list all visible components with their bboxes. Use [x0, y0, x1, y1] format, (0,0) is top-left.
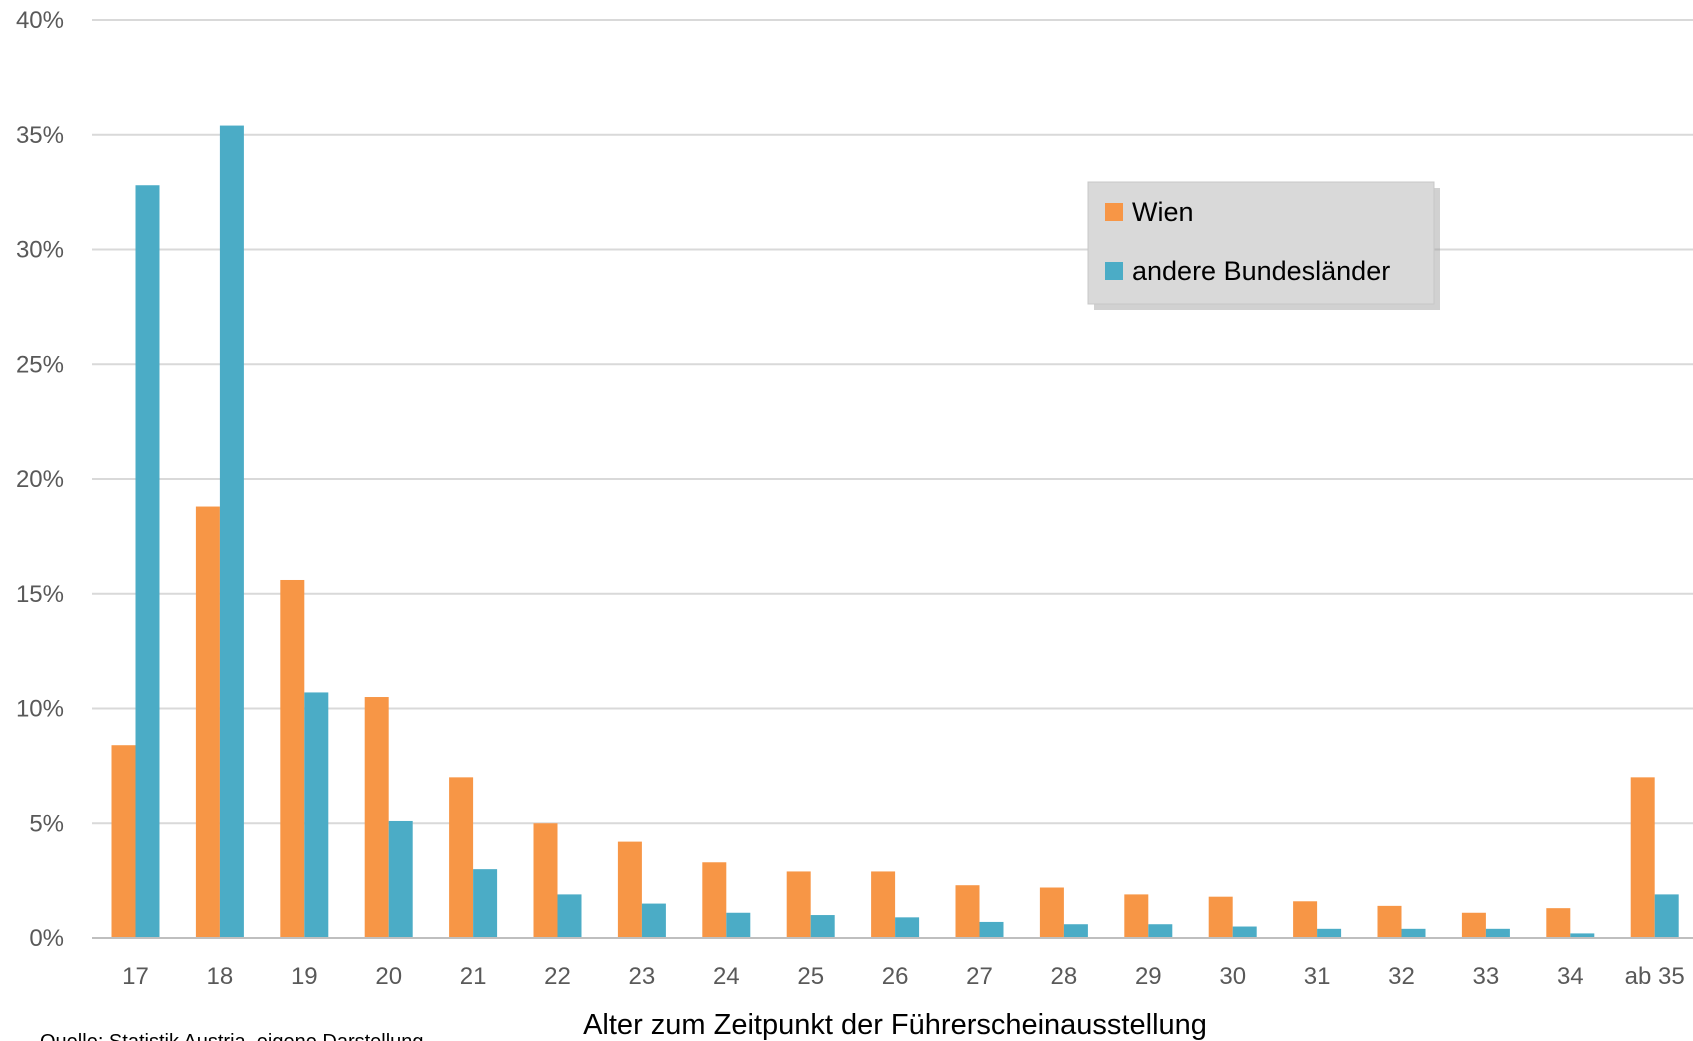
bar-wien-22 — [533, 823, 558, 938]
bars — [111, 125, 1679, 939]
bar-andere-bundeslaender-31 — [1317, 928, 1342, 938]
bar-andere-bundeslaender-17 — [135, 185, 160, 939]
legend-label-wien: Wien — [1132, 197, 1194, 227]
y-tick-label: 40% — [16, 7, 64, 34]
bar-andere-bundeslaender-19 — [304, 692, 329, 938]
y-tick-label: 10% — [16, 696, 64, 723]
bar-wien-30 — [1208, 896, 1233, 938]
x-tick-label: 17 — [122, 963, 149, 990]
x-tick-label: 23 — [629, 963, 656, 990]
bar-wien-19 — [280, 579, 305, 938]
x-tick-label: ab 35 — [1625, 963, 1685, 990]
bar-andere-bundeslaender-18 — [219, 125, 244, 938]
x-tick-label: 25 — [797, 963, 824, 990]
x-tick-label: 33 — [1473, 963, 1500, 990]
bar-wien-34 — [1546, 908, 1571, 938]
bar-andere-bundeslaender-ab-35 — [1654, 894, 1679, 938]
legend-swatch-wien — [1105, 203, 1123, 221]
x-axis-title: Alter zum Zeitpunkt der Führerscheinauss… — [583, 1009, 1207, 1041]
y-tick-label: 15% — [16, 581, 64, 608]
bar-wien-27 — [955, 885, 980, 938]
bar-andere-bundeslaender-26 — [895, 917, 920, 938]
y-tick-label: 25% — [16, 351, 64, 378]
x-tick-label: 18 — [207, 963, 234, 990]
y-tick-label: 35% — [16, 122, 64, 149]
bar-andere-bundeslaender-21 — [473, 869, 498, 938]
x-tick-label: 34 — [1557, 963, 1584, 990]
bar-wien-18 — [195, 506, 220, 938]
bar-wien-29 — [1124, 894, 1149, 938]
bar-andere-bundeslaender-24 — [726, 912, 751, 938]
gridlines — [92, 19, 1693, 825]
y-tick-label: 5% — [29, 810, 64, 837]
bar-andere-bundeslaender-20 — [388, 820, 413, 938]
bar-andere-bundeslaender-22 — [557, 894, 582, 938]
x-tick-label: 20 — [375, 963, 402, 990]
bar-wien-ab-35 — [1630, 777, 1655, 938]
bar-wien-32 — [1377, 905, 1402, 938]
x-tick-label: 31 — [1304, 963, 1331, 990]
bar-andere-bundeslaender-32 — [1401, 928, 1426, 938]
bar-andere-bundeslaender-33 — [1485, 928, 1510, 938]
bar-wien-31 — [1293, 901, 1318, 938]
bar-andere-bundeslaender-34 — [1570, 933, 1595, 938]
bar-andere-bundeslaender-25 — [810, 915, 835, 938]
bar-wien-20 — [364, 697, 389, 938]
bar-andere-bundeslaender-23 — [641, 903, 666, 938]
y-tick-label: 0% — [29, 925, 64, 952]
x-tick-label: 29 — [1135, 963, 1162, 990]
bar-wien-28 — [1039, 887, 1064, 938]
legend-label-andere-bundeslaender: andere Bundesländer — [1132, 256, 1390, 286]
legend: Wien andere Bundesländer — [1087, 181, 1440, 310]
y-axis-ticks: 0% 5% 10% 15% 20% 25% 30% 35% 40% — [16, 7, 64, 952]
bar-wien-33 — [1461, 912, 1486, 938]
bar-wien-26 — [871, 871, 896, 938]
bar-wien-24 — [702, 862, 727, 938]
bar-wien-23 — [617, 841, 642, 938]
source-note: Quelle: Statistik Austria, eigene Darste… — [40, 1031, 424, 1041]
bar-andere-bundeslaender-30 — [1232, 926, 1257, 938]
x-tick-label: 28 — [1051, 963, 1078, 990]
bar-andere-bundeslaender-27 — [979, 921, 1004, 938]
y-tick-label: 20% — [16, 466, 64, 493]
x-tick-label: 27 — [966, 963, 993, 990]
x-tick-label: 21 — [460, 963, 487, 990]
legend-swatch-andere-bundeslaender — [1105, 262, 1123, 280]
bar-andere-bundeslaender-28 — [1063, 924, 1088, 938]
bar-wien-21 — [449, 777, 474, 938]
bar-andere-bundeslaender-29 — [1148, 924, 1173, 938]
y-tick-label: 30% — [16, 237, 64, 264]
x-tick-label: 19 — [291, 963, 318, 990]
x-tick-label: 30 — [1219, 963, 1246, 990]
x-axis-ticks: 17 18 19 20 21 22 23 24 25 26 27 28 29 30 31 32 33 34 ab 3… — [122, 963, 1685, 990]
bar-wien-17 — [111, 745, 136, 938]
legend-box — [1087, 181, 1435, 305]
x-tick-label: 32 — [1388, 963, 1415, 990]
x-tick-label: 24 — [713, 963, 740, 990]
x-tick-label: 26 — [882, 963, 909, 990]
x-tick-label: 22 — [544, 963, 571, 990]
bar-wien-25 — [786, 871, 811, 938]
